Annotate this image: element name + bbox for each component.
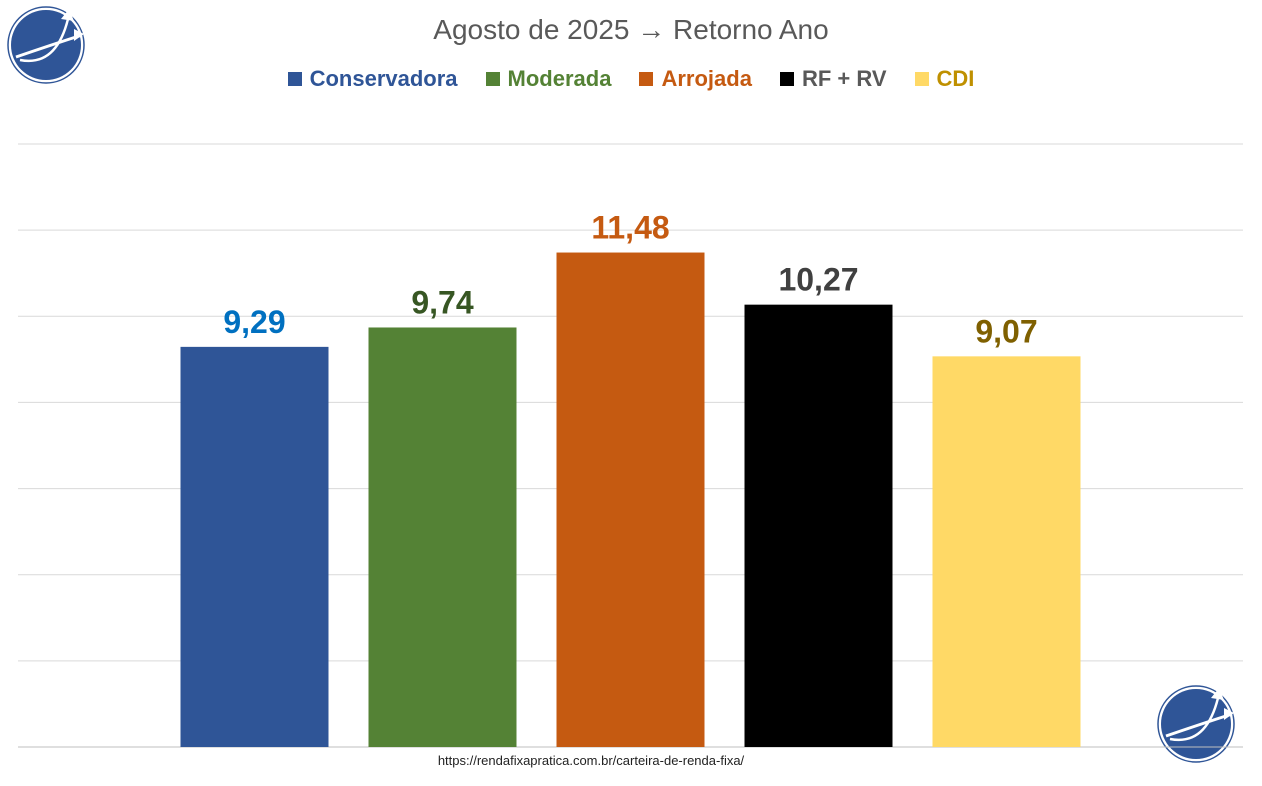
chart-title: Agosto de 2025 → Retorno Ano <box>433 14 829 45</box>
legend-label: Conservadora <box>309 66 458 91</box>
bar <box>556 252 705 748</box>
data-label: 9,29 <box>223 304 285 340</box>
data-label: 10,27 <box>778 262 858 298</box>
data-label: 11,48 <box>591 210 669 246</box>
source-url[interactable]: https://rendafixapratica.com.br/carteira… <box>437 753 745 768</box>
legend-label: RF + RV <box>801 66 887 91</box>
bar <box>932 356 1081 747</box>
legend-swatch <box>914 72 929 86</box>
legend-swatch <box>639 72 654 86</box>
bar <box>744 304 893 747</box>
bar <box>368 327 517 747</box>
brand-logo-top <box>7 6 85 84</box>
legend-swatch <box>485 72 500 86</box>
legend-label: Arrojada <box>661 66 752 91</box>
legend-item: Arrojada <box>639 66 752 92</box>
legend-swatch <box>779 72 794 86</box>
data-label: 9,74 <box>411 284 473 320</box>
chart-legend: Conservadora Moderada Arrojada RF + RV CDI <box>0 66 1262 92</box>
legend-label: Moderada <box>507 66 612 91</box>
legend-item: Moderada <box>485 66 612 92</box>
legend-item: CDI <box>914 66 975 92</box>
legend-item: RF + RV <box>779 66 887 92</box>
brand-logo-bottom <box>1157 685 1235 763</box>
bar <box>180 346 329 747</box>
legend-label: CDI <box>936 66 975 91</box>
legend-item: Conservadora <box>287 66 458 92</box>
data-label: 9,07 <box>975 313 1037 349</box>
legend-swatch <box>287 72 302 86</box>
